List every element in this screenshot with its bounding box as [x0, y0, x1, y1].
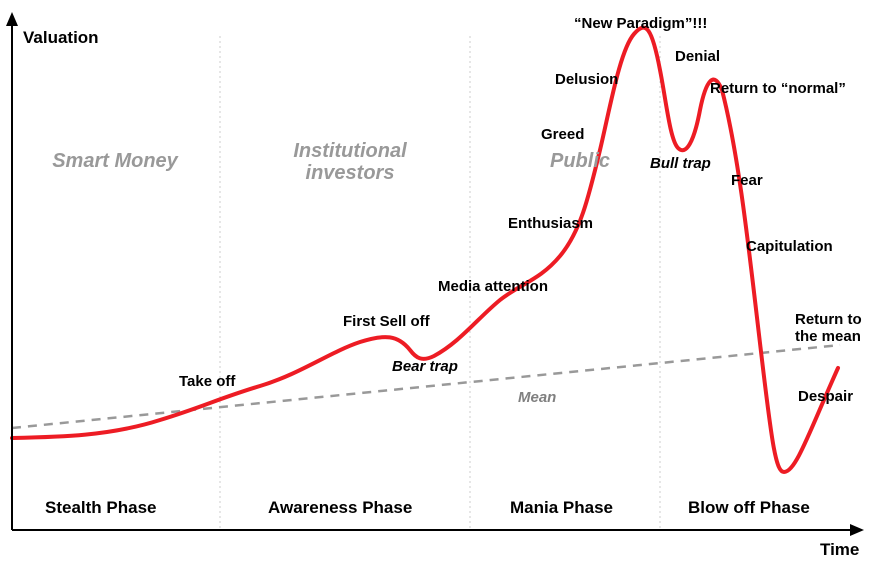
phase-stealth: Stealth Phase — [45, 498, 157, 518]
anno-enthusiasm: Enthusiasm — [508, 215, 593, 232]
anno-capitulation: Capitulation — [746, 238, 833, 255]
anno-mean: Mean — [518, 389, 556, 406]
anno-bear-trap: Bear trap — [392, 358, 458, 375]
phase-header-institutional: Institutional investors — [255, 140, 445, 184]
anno-return-mean: Return to the mean — [795, 312, 873, 345]
y-axis-label: Valuation — [23, 28, 99, 48]
x-axis-arrow — [850, 524, 864, 536]
x-axis-label: Time — [820, 540, 859, 560]
anno-return-normal: Return to “normal” — [710, 80, 846, 97]
anno-despair: Despair — [798, 388, 853, 405]
phase-mania: Mania Phase — [510, 498, 613, 518]
phase-awareness: Awareness Phase — [268, 498, 412, 518]
anno-first-sell-off: First Sell off — [343, 313, 430, 330]
anno-bull-trap: Bull trap — [650, 155, 711, 172]
anno-denial: Denial — [675, 48, 720, 65]
anno-delusion: Delusion — [555, 71, 618, 88]
anno-greed: Greed — [541, 126, 584, 143]
anno-new-paradigm: “New Paradigm”!!! — [574, 15, 707, 32]
phase-header-public: Public — [530, 150, 630, 172]
anno-take-off: Take off — [179, 373, 235, 390]
y-axis-arrow — [6, 12, 18, 26]
phase-header-smart-money: Smart Money — [30, 150, 200, 172]
bubble-chart: Valuation Time Smart Money Institutional… — [0, 0, 875, 568]
anno-fear: Fear — [731, 172, 763, 189]
anno-media-attention: Media attention — [438, 278, 548, 295]
phase-blowoff: Blow off Phase — [688, 498, 810, 518]
